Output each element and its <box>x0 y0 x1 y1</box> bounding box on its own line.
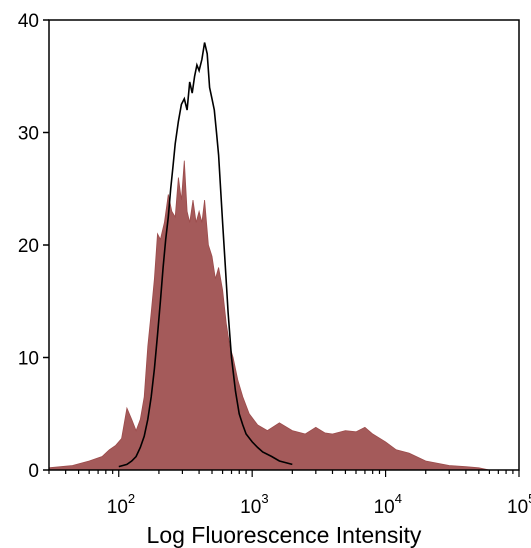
x-tick-label: 102 <box>107 491 135 518</box>
y-tick-label: 20 <box>18 236 39 257</box>
y-tick-label: 30 <box>18 124 39 145</box>
axes: 0 10 20 30 40 102 103 104 105 <box>18 11 531 518</box>
plot-area <box>48 42 490 471</box>
x-tick-label: 103 <box>240 491 268 518</box>
x-axis-title: Log Fluorescence Intensity <box>147 522 422 548</box>
x-tick-label: 104 <box>374 491 402 518</box>
y-tick-label: 10 <box>18 349 39 370</box>
x-tick-label: 105 <box>507 491 531 518</box>
y-tick-label: 0 <box>28 461 39 482</box>
series-outline-histogram <box>118 42 293 468</box>
plot-frame <box>48 19 520 471</box>
series-filled-histogram <box>48 160 490 471</box>
y-tick-label: 40 <box>18 11 39 32</box>
